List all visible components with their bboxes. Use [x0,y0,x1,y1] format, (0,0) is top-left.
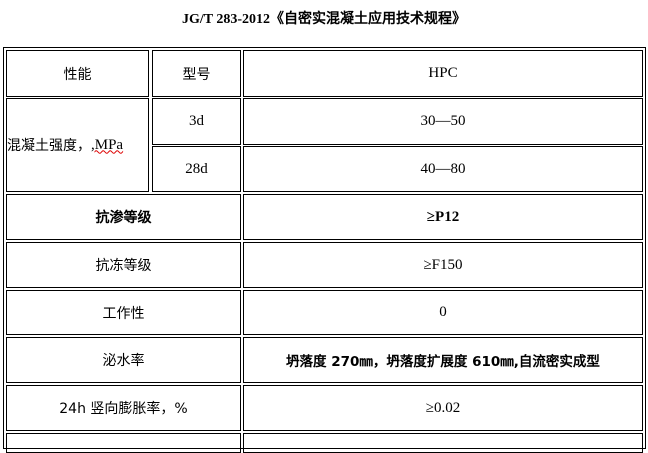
next-row-value [243,433,643,453]
frost-resistance-value: ≥F150 [243,242,643,288]
bleeding-rate-label: 泌水率 [6,337,241,383]
strength-3d-value: 30—50 [243,98,643,145]
header-property: 性能 [6,50,149,97]
vertical-expansion-label: 24h 竖向膨胀率，% [6,385,241,431]
next-row-label [6,433,241,453]
workability-value: 0 [243,290,643,335]
age-28d: 28d [152,146,241,192]
age-3d: 3d [152,98,241,145]
strength-label-cell: 混凝土强度， ,MPa [6,98,149,192]
strength-label: 混凝土强度， [7,138,91,154]
impermeability-label: 抗渗等级 [6,194,241,240]
workability-label: 工作性 [6,290,241,335]
bleeding-rate-value: 坍落度 270㎜，坍落度扩展度 610㎜,自流密实成型 [243,337,643,383]
strength-unit: ,MPa [91,136,124,153]
frost-resistance-label: 抗冻等级 [6,242,241,288]
document-title: JG/T 283-2012《自密实混凝土应用技术规程》 [181,12,467,27]
impermeability-value: ≥P12 [243,194,643,240]
header-model: 型号 [152,50,241,97]
vertical-expansion-value: ≥0.02 [243,385,643,431]
header-value: HPC [243,50,643,97]
strength-28d-value: 40—80 [243,146,643,192]
